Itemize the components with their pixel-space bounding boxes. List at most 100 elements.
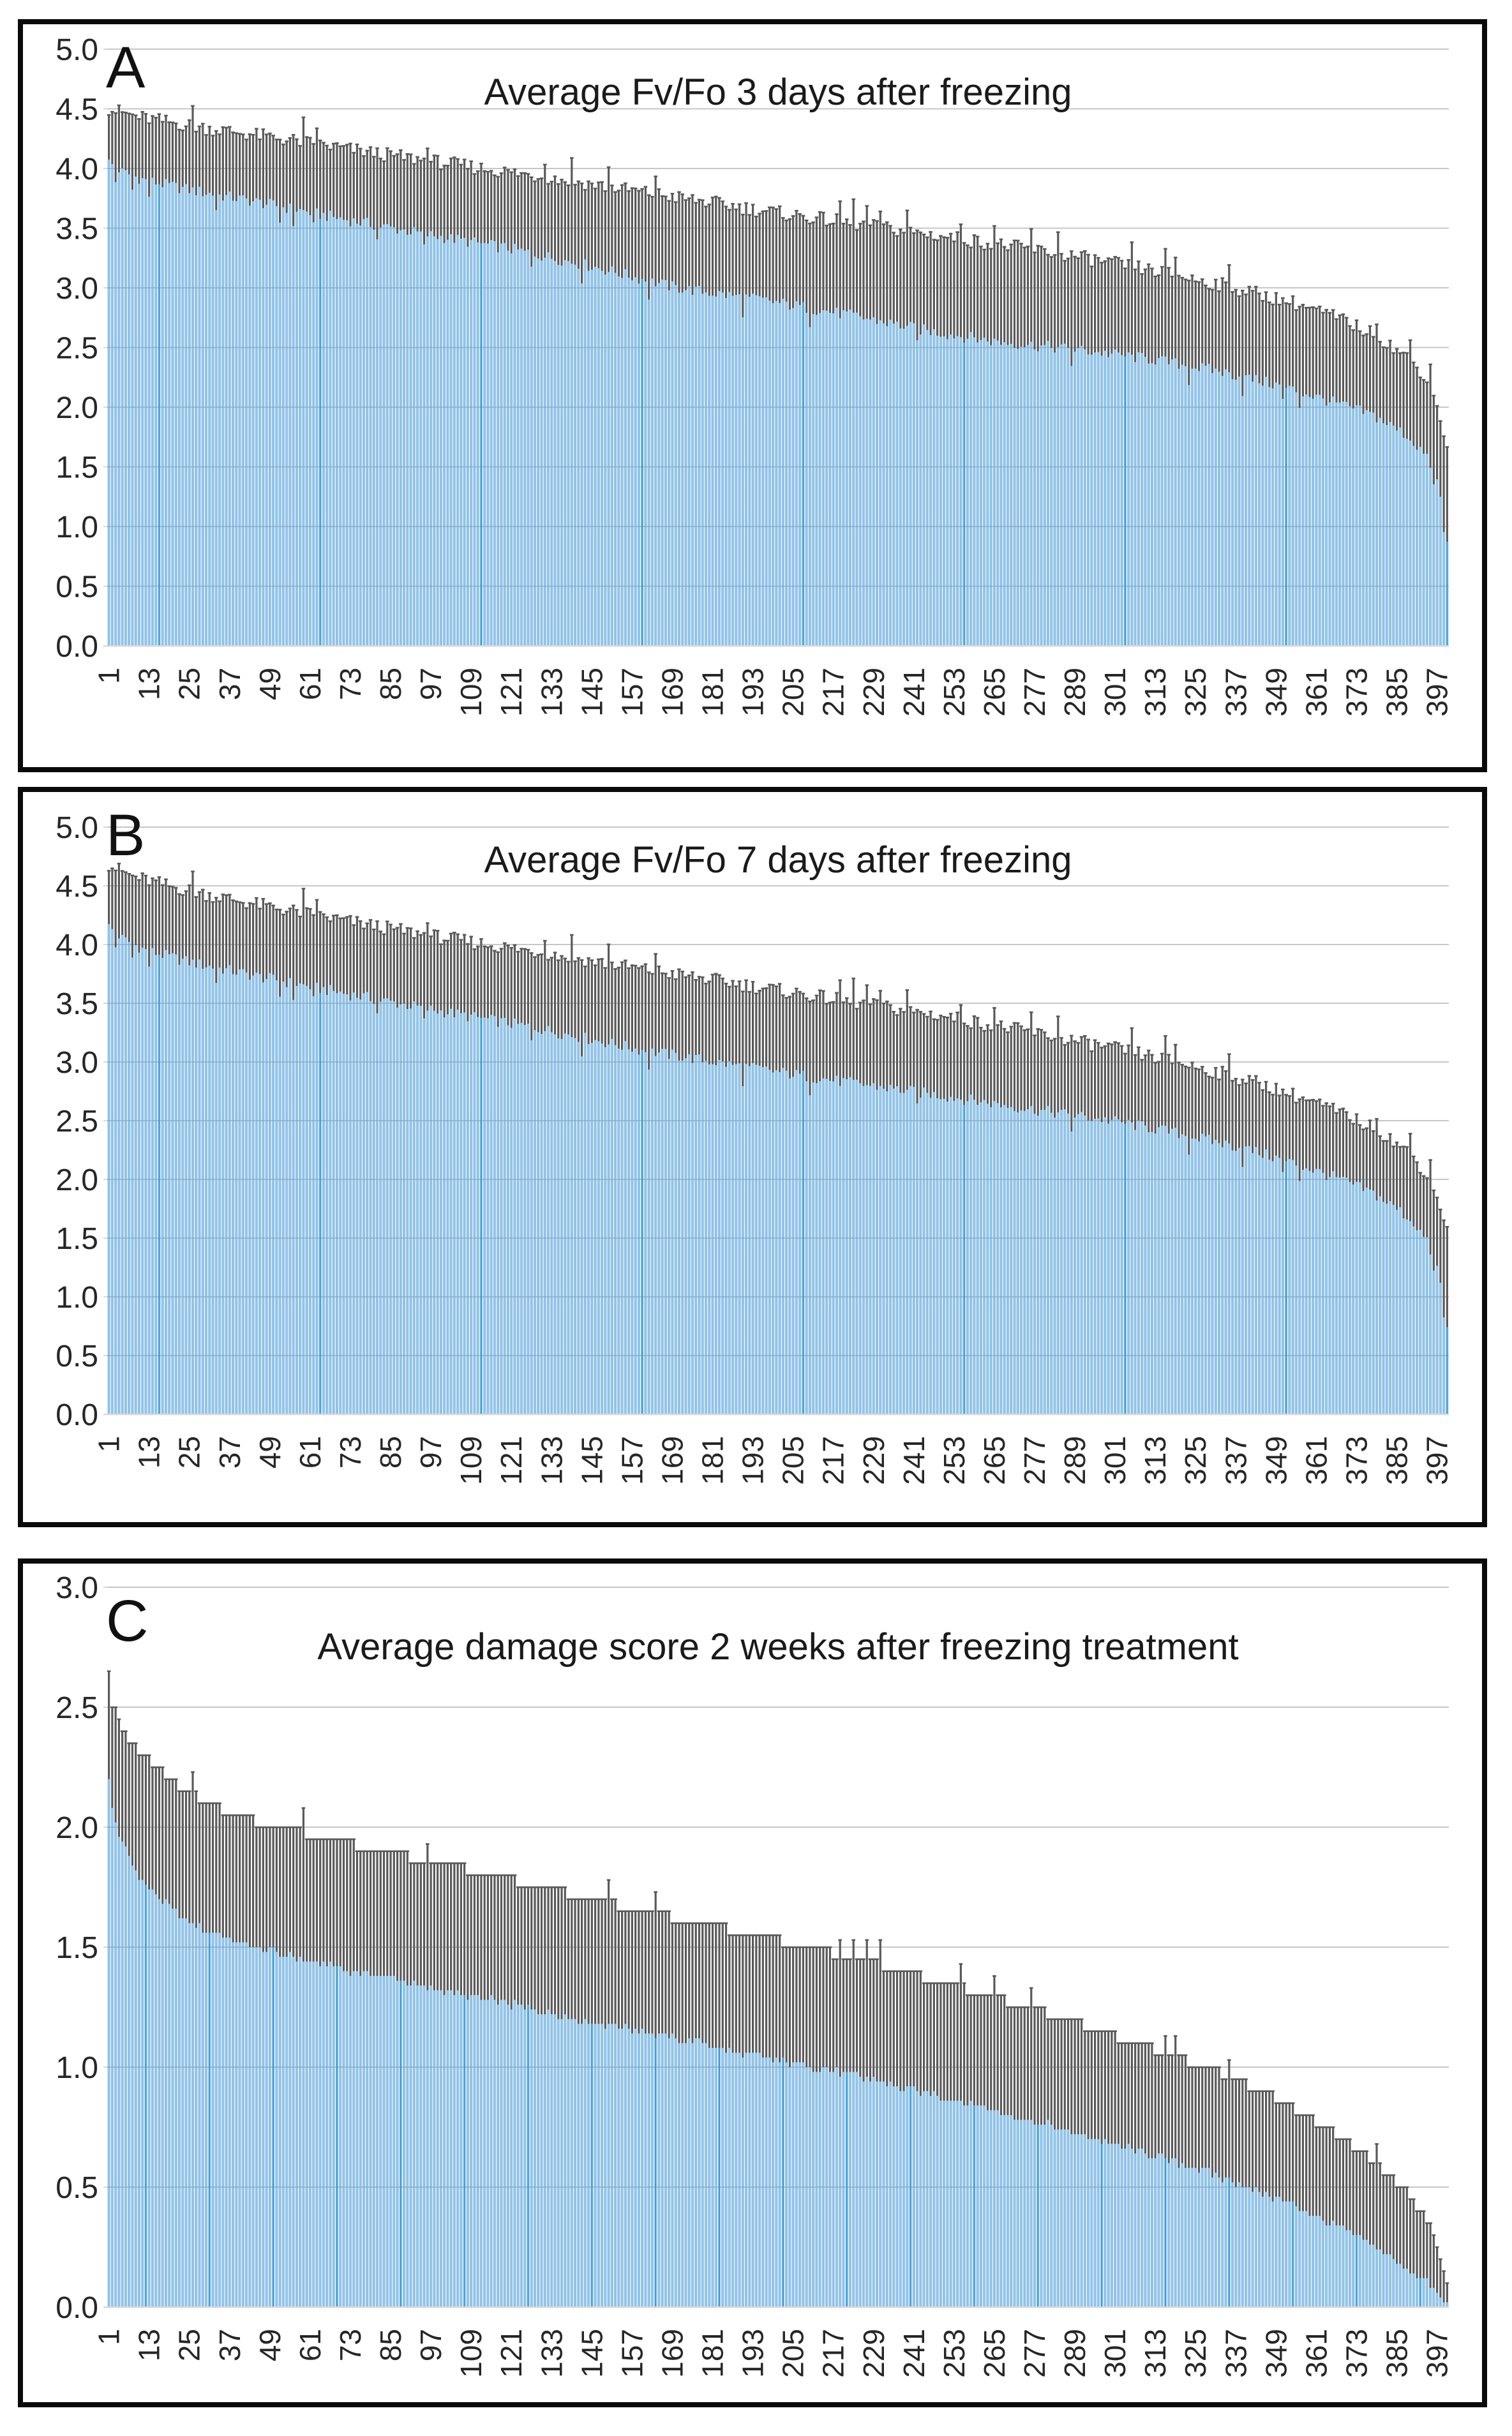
svg-text:217: 217 (817, 2329, 850, 2378)
svg-text:73: 73 (334, 2329, 367, 2361)
svg-text:13: 13 (133, 2329, 166, 2361)
svg-text:229: 229 (857, 668, 890, 717)
svg-text:361: 361 (1299, 668, 1333, 717)
svg-text:97: 97 (414, 2329, 447, 2361)
svg-text:229: 229 (857, 1436, 890, 1485)
svg-text:4.5: 4.5 (56, 870, 98, 904)
svg-text:1: 1 (93, 1436, 126, 1453)
svg-text:361: 361 (1299, 1436, 1333, 1485)
svg-text:121: 121 (495, 668, 528, 717)
svg-text:265: 265 (978, 668, 1011, 717)
svg-text:145: 145 (575, 1436, 608, 1485)
svg-text:337: 337 (1219, 668, 1252, 717)
svg-text:205: 205 (777, 2329, 810, 2378)
svg-text:25: 25 (173, 1436, 206, 1468)
svg-text:1.5: 1.5 (56, 451, 98, 485)
svg-text:145: 145 (575, 2329, 608, 2378)
svg-text:109: 109 (454, 1436, 488, 1485)
svg-text:1.5: 1.5 (56, 1931, 98, 1965)
svg-text:397: 397 (1421, 668, 1454, 717)
svg-text:349: 349 (1259, 2329, 1292, 2378)
svg-text:85: 85 (374, 668, 407, 700)
svg-text:385: 385 (1381, 2329, 1414, 2378)
svg-text:133: 133 (535, 1436, 568, 1485)
svg-text:3.0: 3.0 (56, 1046, 98, 1080)
svg-text:193: 193 (737, 668, 770, 717)
svg-text:349: 349 (1259, 1436, 1292, 1485)
svg-text:181: 181 (696, 1436, 730, 1485)
svg-text:37: 37 (213, 668, 246, 700)
svg-text:301: 301 (1098, 668, 1132, 717)
svg-text:85: 85 (374, 1436, 407, 1468)
svg-text:3.5: 3.5 (56, 213, 98, 246)
panel-b: 5.0 4.5 4.0 3.5 3.0 2.5 2.0 1.5 1.0 0.5 0.0 1 13 25 37… (18, 787, 1487, 1527)
svg-text:85: 85 (374, 2329, 407, 2361)
svg-text:1.0: 1.0 (56, 2051, 98, 2085)
svg-text:3.0: 3.0 (56, 1571, 98, 1605)
svg-text:97: 97 (414, 1436, 447, 1468)
svg-text:0.5: 0.5 (56, 1340, 98, 1373)
panel-c-letter: C (106, 1588, 149, 1654)
svg-text:325: 325 (1179, 1436, 1212, 1485)
panel-a-title: Average Fv/Fo 3 days after freezing (484, 71, 1072, 113)
svg-text:133: 133 (535, 2329, 568, 2378)
svg-text:3.5: 3.5 (56, 987, 98, 1021)
svg-text:2.5: 2.5 (56, 332, 98, 366)
svg-text:2.0: 2.0 (56, 1163, 98, 1197)
svg-text:313: 313 (1139, 668, 1172, 717)
svg-text:373: 373 (1340, 2329, 1373, 2378)
svg-text:229: 229 (857, 2329, 890, 2378)
svg-text:2.0: 2.0 (56, 391, 98, 425)
svg-text:241: 241 (897, 668, 931, 717)
svg-text:181: 181 (696, 2329, 730, 2378)
svg-text:61: 61 (294, 2329, 327, 2361)
panel-c: 3.0 2.5 2.0 1.5 1.0 0.5 0.0 1 13 25 37 49 61 73 85 97 10… (18, 1558, 1487, 2407)
svg-text:337: 337 (1219, 1436, 1252, 1485)
svg-text:4.0: 4.0 (56, 153, 98, 186)
svg-text:205: 205 (777, 668, 810, 717)
svg-text:157: 157 (615, 2329, 648, 2378)
svg-text:265: 265 (978, 1436, 1011, 1485)
svg-text:145: 145 (575, 668, 608, 717)
svg-text:265: 265 (978, 2329, 1011, 2378)
svg-text:169: 169 (655, 1436, 689, 1485)
svg-text:25: 25 (173, 2329, 206, 2361)
panel-b-letter: B (106, 803, 146, 868)
svg-text:37: 37 (213, 2329, 246, 2361)
svg-text:1: 1 (93, 668, 126, 684)
svg-text:157: 157 (615, 1436, 648, 1485)
svg-text:385: 385 (1381, 1436, 1414, 1485)
svg-text:1.0: 1.0 (56, 1281, 98, 1315)
panel-a-letter: A (106, 35, 146, 100)
svg-text:0.0: 0.0 (56, 630, 98, 664)
svg-text:61: 61 (294, 1436, 327, 1468)
svg-text:0.5: 0.5 (56, 571, 98, 604)
chart-a-canvas: 5.04.54.03.53.02.52.01.51.00.50.01 13 25 37… (56, 33, 1454, 717)
svg-text:181: 181 (696, 668, 730, 717)
svg-text:2.5: 2.5 (56, 1691, 98, 1725)
svg-text:2.5: 2.5 (56, 1105, 98, 1139)
svg-text:49: 49 (253, 668, 287, 700)
svg-text:121: 121 (495, 1436, 528, 1485)
svg-text:241: 241 (897, 1436, 931, 1485)
svg-text:13: 13 (133, 1436, 166, 1468)
svg-text:277: 277 (1018, 668, 1051, 717)
svg-text:1.0: 1.0 (56, 511, 98, 544)
svg-text:0.0: 0.0 (56, 1398, 98, 1432)
svg-text:73: 73 (334, 1436, 367, 1468)
svg-text:97: 97 (414, 668, 447, 700)
svg-text:109: 109 (454, 2329, 488, 2378)
svg-text:325: 325 (1179, 2329, 1212, 2378)
svg-text:1: 1 (93, 2329, 126, 2345)
svg-text:253: 253 (938, 668, 971, 717)
svg-text:301: 301 (1098, 2329, 1132, 2378)
svg-text:373: 373 (1340, 668, 1373, 717)
svg-text:385: 385 (1381, 668, 1414, 717)
svg-text:217: 217 (817, 668, 850, 717)
svg-text:277: 277 (1018, 2329, 1051, 2378)
svg-text:2.0: 2.0 (56, 1811, 98, 1845)
svg-text:0.0: 0.0 (56, 2291, 98, 2325)
svg-text:121: 121 (495, 2329, 528, 2378)
svg-text:4.5: 4.5 (56, 93, 98, 127)
